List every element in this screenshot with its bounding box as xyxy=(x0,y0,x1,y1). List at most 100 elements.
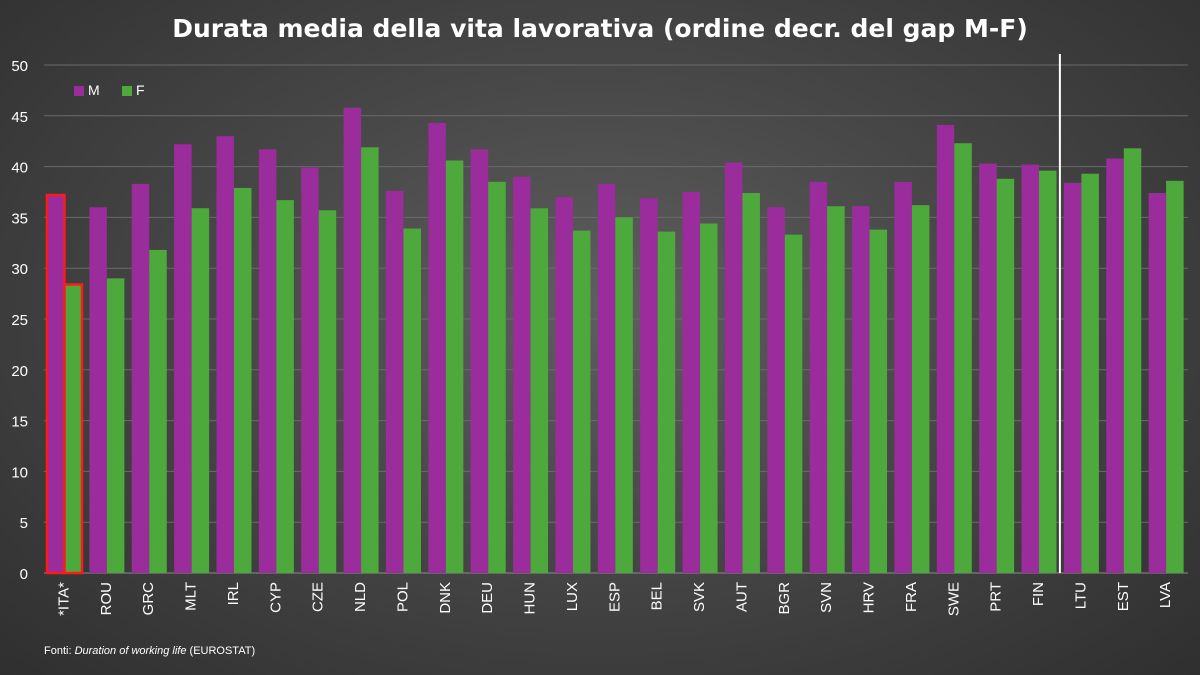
bar-m-nld xyxy=(343,107,362,573)
bar-m-dnk xyxy=(428,122,446,574)
bar-f-fin xyxy=(1039,170,1057,573)
x-tick-label: LTU xyxy=(1072,582,1089,609)
y-tick-label: 10 xyxy=(11,464,28,481)
y-tick-label: 35 xyxy=(11,210,28,227)
x-tick-label: LVA xyxy=(1157,582,1174,608)
bar-f-fra xyxy=(911,205,930,573)
x-tick-label: PRT xyxy=(988,582,1005,612)
x-tick-label: SVN xyxy=(818,582,835,613)
bar-f-svk xyxy=(700,223,718,573)
bar-m-ltu xyxy=(1063,182,1082,573)
bar-m-svk xyxy=(682,192,701,573)
x-tick-label: AUT xyxy=(733,582,750,612)
bar-m-cyp xyxy=(258,149,277,573)
bar-f-hrv xyxy=(869,229,888,574)
bar-f-nld xyxy=(361,147,379,573)
bar-m-esp xyxy=(597,183,616,573)
x-tick-label: POL xyxy=(394,582,411,612)
source-title: Duration of working life xyxy=(74,645,187,657)
x-tick-label: ROU xyxy=(98,582,115,615)
x-tick-label: DEU xyxy=(479,582,496,614)
x-tick-label: FRA xyxy=(903,582,920,612)
bar-m-mlt xyxy=(174,144,192,574)
x-tick-label: SVK xyxy=(691,582,708,612)
bar-m-swe xyxy=(936,124,955,573)
y-tick-label: 50 xyxy=(11,58,28,75)
bar-m-deu xyxy=(470,149,489,573)
x-tick-label: EST xyxy=(1115,582,1132,611)
bar-m-hrv xyxy=(852,206,870,573)
bar-m-irl xyxy=(216,136,234,573)
bar-m-pol xyxy=(385,190,404,573)
bars xyxy=(45,54,1184,575)
bar-f-est xyxy=(1123,148,1142,573)
y-tick-label: 20 xyxy=(11,363,28,380)
source-suffix: (EUROSTAT) xyxy=(186,645,256,657)
x-tick-label: HUN xyxy=(522,582,539,615)
bar-f-lva xyxy=(1166,180,1184,573)
bar-m-bgr xyxy=(767,207,785,574)
bar-f-aut xyxy=(742,193,760,574)
x-tick-label: IRL xyxy=(225,582,242,605)
x-tick-label: FIN xyxy=(1030,582,1047,606)
bar-f-swe xyxy=(954,143,972,573)
bar-m-ita xyxy=(45,193,66,575)
y-tick-label: 0 xyxy=(20,566,28,583)
chart-title: Durata media della vita lavorativa (ordi… xyxy=(172,14,1028,43)
x-tick-label: ESP xyxy=(606,582,623,612)
bar-m-prt xyxy=(979,163,997,573)
bar-f-svn xyxy=(827,206,845,573)
x-tick-label: CYP xyxy=(267,582,284,613)
bar-f-irl xyxy=(233,187,252,573)
bar-f-grc xyxy=(149,249,167,574)
bar-m-bel xyxy=(640,198,658,573)
bar-m-cze xyxy=(301,167,319,573)
bar-f-mlt xyxy=(191,208,210,574)
x-tick-label: HRV xyxy=(861,582,878,613)
bar-f-ita xyxy=(63,283,84,575)
source-note: Fonti: Duration of working life (EUROSTA… xyxy=(44,645,255,657)
bar-f-bel xyxy=(657,231,676,573)
bar-f-deu xyxy=(488,181,506,573)
bar-f-bgr xyxy=(784,234,803,573)
x-tick-label: CZE xyxy=(310,582,327,612)
y-tick-label: 40 xyxy=(11,160,28,177)
bar-m-hun xyxy=(513,176,531,573)
y-axis-ticks: 0 5 10 15 20 25 30 35 40 45 50 xyxy=(11,58,28,583)
bar-f-pol xyxy=(403,228,421,574)
bar-m-fin xyxy=(1021,164,1040,573)
legend-label-f: F xyxy=(136,82,145,98)
y-tick-label: 45 xyxy=(11,109,28,126)
bar-f-esp xyxy=(615,217,633,573)
bar-m-rou xyxy=(89,207,107,574)
bar-f-hun xyxy=(530,208,549,574)
x-tick-label: BGR xyxy=(776,582,793,615)
x-tick-label: LUX xyxy=(564,582,581,611)
bar-f-cze xyxy=(318,210,337,573)
y-tick-label: 30 xyxy=(11,261,28,278)
bar-m-est xyxy=(1106,158,1124,574)
bar-f-cyp xyxy=(276,200,294,574)
bar-m-grc xyxy=(131,183,150,573)
y-tick-label: 15 xyxy=(11,414,28,431)
bar-m-aut xyxy=(724,162,743,573)
bar-f-prt xyxy=(996,178,1015,574)
x-tick-label: SWE xyxy=(945,582,962,616)
y-tick-label: 25 xyxy=(11,312,28,329)
bar-f-lux xyxy=(572,230,591,573)
legend-swatch-m xyxy=(74,86,84,96)
bar-f-dnk xyxy=(445,160,464,573)
source-prefix: Fonti: xyxy=(44,645,75,657)
bar-m-lux xyxy=(555,197,573,573)
x-tick-label: MLT xyxy=(183,582,200,611)
x-tick-label: NLD xyxy=(352,582,369,612)
x-axis-ticks: *ITA* ROU GRC MLT IRL CYP CZE NLD POL DNK DEU HUN LU… xyxy=(56,582,1175,616)
y-tick-label: 5 xyxy=(20,515,28,532)
bar-m-svn xyxy=(809,181,828,573)
bar-m-lva xyxy=(1148,193,1167,574)
legend-label-m: M xyxy=(88,82,100,98)
x-tick-label: BEL xyxy=(649,582,666,610)
